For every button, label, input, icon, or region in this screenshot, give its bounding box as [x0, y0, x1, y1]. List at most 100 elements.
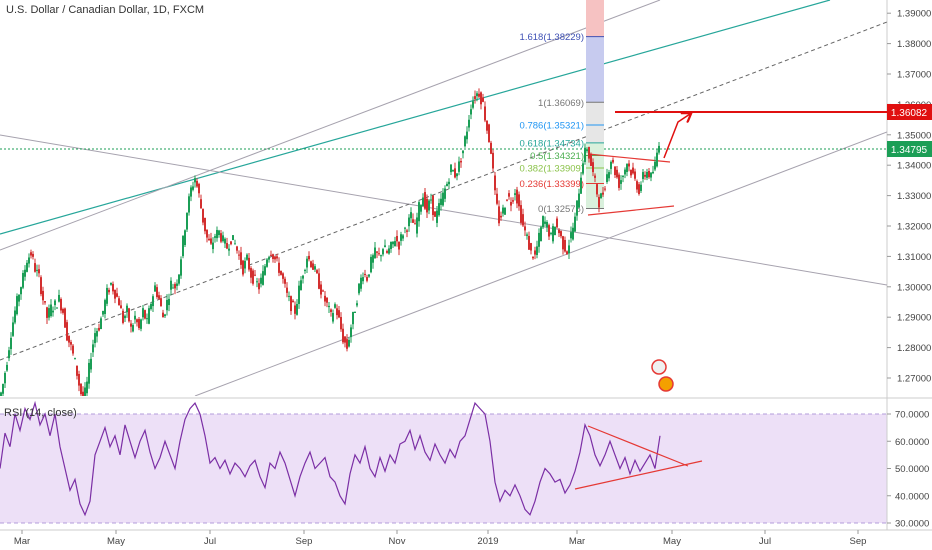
- candle-body: [382, 249, 384, 255]
- candle-body: [238, 254, 240, 256]
- time-tick-label: Sep: [296, 536, 313, 547]
- candle-body: [64, 308, 66, 328]
- candle-body: [424, 192, 426, 209]
- candle-body: [284, 278, 286, 284]
- candle-body: [18, 294, 20, 302]
- price-tick-label: 1.38000: [897, 39, 931, 50]
- candle-body: [396, 236, 398, 242]
- candle-body: [452, 170, 454, 172]
- candle-body: [108, 289, 110, 293]
- candle-body: [590, 154, 592, 166]
- candle-body: [570, 232, 572, 239]
- candle-body: [328, 305, 330, 308]
- candle-body: [344, 336, 346, 343]
- candle-body: [100, 318, 102, 330]
- candle-body: [270, 254, 272, 256]
- candle-body: [626, 164, 628, 173]
- candle-body: [6, 364, 8, 371]
- candle-body: [70, 341, 72, 345]
- candle-body: [268, 257, 270, 260]
- candle-body: [322, 290, 324, 292]
- candle-body: [296, 303, 298, 315]
- candle-body: [216, 230, 218, 239]
- candle-body: [178, 274, 180, 284]
- candle-body: [8, 350, 10, 359]
- candle-body: [360, 277, 362, 289]
- candle-body: [408, 217, 410, 227]
- candle-body: [332, 313, 334, 322]
- candle-body: [460, 160, 462, 163]
- candle-body: [300, 280, 302, 291]
- rsi-tick-label: 60.0000: [895, 437, 929, 448]
- candle-body: [542, 216, 544, 228]
- candle-body: [304, 270, 306, 272]
- candle-body: [226, 243, 228, 249]
- current-price-label: 1.34795: [887, 141, 932, 157]
- candle-body: [618, 174, 620, 188]
- price-tick-label: 1.30000: [897, 282, 931, 293]
- candle-body: [446, 183, 448, 186]
- candle-body: [450, 164, 452, 173]
- candle-body: [2, 384, 4, 394]
- fib-level-label: 1.618(1.38229): [520, 32, 584, 43]
- candle-body: [234, 243, 236, 245]
- upper-channel-line: [0, 0, 661, 251]
- candle-body: [132, 325, 134, 332]
- candle-body: [206, 229, 208, 238]
- candle-body: [508, 193, 510, 197]
- time-axis[interactable]: Mar May Jul Sep Nov 2019 Mar May Jul Sep: [14, 530, 867, 547]
- events-badge[interactable]: [651, 359, 674, 392]
- candle-body: [220, 233, 222, 242]
- candle-body: [352, 311, 354, 325]
- candle-body: [96, 330, 98, 337]
- candle-body: [246, 254, 248, 260]
- candle-body: [616, 169, 618, 178]
- candle-body: [120, 305, 122, 309]
- candle-body: [310, 261, 312, 268]
- candle-body: [496, 193, 498, 204]
- fib-zone-top: [586, 0, 604, 37]
- candle-body: [10, 337, 12, 350]
- candle-body: [90, 358, 92, 370]
- candle-body: [430, 199, 432, 201]
- candle-body: [466, 131, 468, 140]
- candle-body: [318, 273, 320, 289]
- fib-zone-mid: [586, 102, 604, 143]
- candle-body: [630, 170, 632, 176]
- candle-body: [152, 296, 154, 307]
- candle-body: [40, 277, 42, 295]
- events-icon[interactable]: [658, 376, 674, 392]
- candle-body: [158, 295, 160, 299]
- candle-body: [258, 283, 260, 290]
- candle-body: [260, 277, 262, 284]
- upper-green-trendline: [0, 0, 831, 235]
- candle-body: [372, 255, 374, 263]
- candle-body: [488, 124, 490, 142]
- canada-flag-icon[interactable]: [651, 359, 667, 375]
- candle-body: [162, 312, 164, 318]
- rsi-axis[interactable]: 30.0000 40.0000 50.0000 60.0000 70.0000: [887, 410, 929, 530]
- candle-body: [316, 270, 318, 274]
- candle-body: [280, 270, 282, 275]
- price-tick-label: 1.34000: [897, 161, 931, 172]
- candle-body: [612, 159, 614, 163]
- candle-body: [492, 152, 494, 169]
- candle-body: [454, 168, 456, 178]
- candle-body: [606, 174, 608, 183]
- candle-body: [516, 189, 518, 204]
- candle-body: [252, 270, 254, 284]
- candle-body: [208, 238, 210, 241]
- candle-body: [138, 319, 140, 329]
- candle-body: [512, 200, 514, 202]
- candle-body: [24, 269, 26, 277]
- candle-body: [652, 171, 654, 174]
- candle-body: [530, 243, 532, 251]
- candle-body: [414, 223, 416, 225]
- candle-body: [404, 227, 406, 229]
- price-axis[interactable]: 1.27000 1.28000 1.29000 1.30000 1.31000 1.320…: [887, 9, 931, 385]
- candle-body: [168, 298, 170, 306]
- candle-body: [156, 287, 158, 298]
- candle-body: [566, 251, 568, 254]
- candle-body: [244, 260, 246, 269]
